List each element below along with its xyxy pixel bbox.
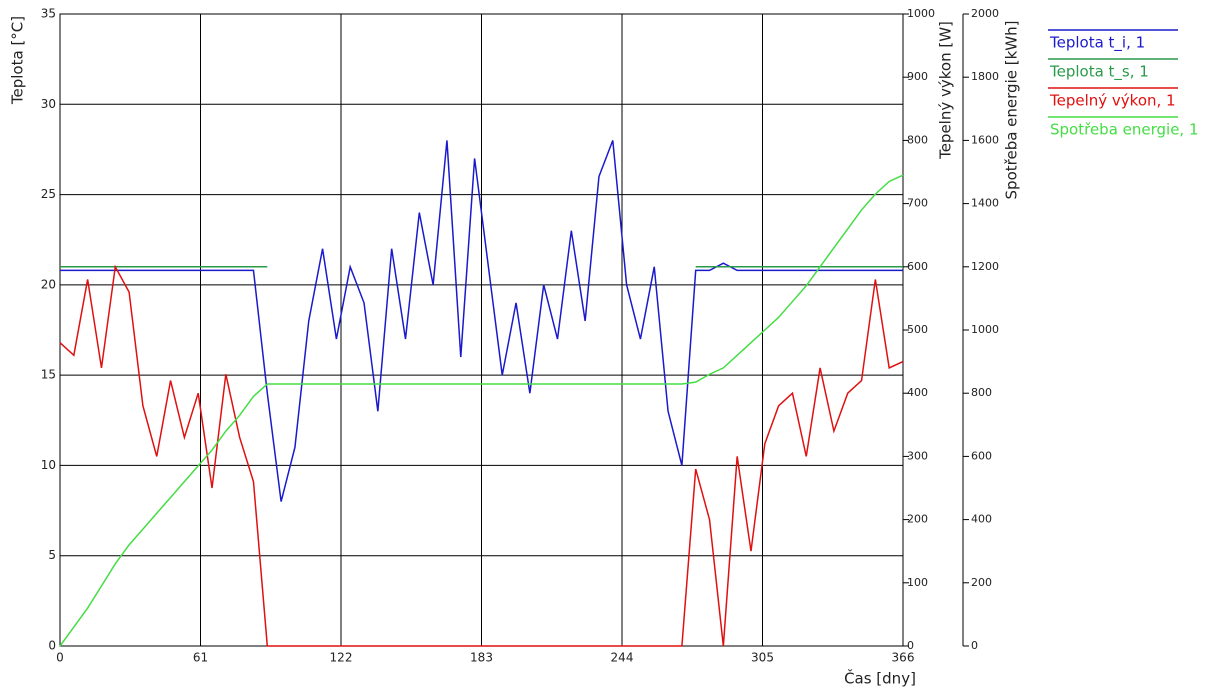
- y3-tick-label: 400: [971, 513, 992, 526]
- y2-tick-label: 0: [907, 639, 914, 652]
- y-tick-label: 5: [48, 548, 56, 562]
- y2-tick-label: 400: [907, 386, 928, 399]
- y3-tick-label: 1600: [971, 133, 999, 146]
- y2-tick-label: 100: [907, 576, 928, 589]
- x-tick-label: 183: [470, 651, 493, 665]
- y-tick-label: 15: [41, 368, 56, 382]
- y-tick-label: 25: [41, 187, 56, 201]
- y-tick-label: 20: [41, 277, 56, 291]
- legend-label: Teplota t_s, 1: [1049, 63, 1149, 82]
- legend-label: Tepelný výkon, 1: [1049, 92, 1176, 110]
- series-line: [60, 140, 903, 502]
- x-axis-title: Čas [dny]: [844, 669, 916, 688]
- x-tick-label: 244: [611, 651, 634, 665]
- y3-tick-label: 2000: [971, 7, 999, 20]
- y-tick-label: 0: [48, 639, 56, 653]
- legend-label: Spotřeba energie, 1: [1050, 121, 1199, 139]
- y3-tick-label: 0: [971, 639, 978, 652]
- y-tick-label: 10: [41, 458, 56, 472]
- y3-tick-label: 1400: [971, 197, 999, 210]
- y2-tick-label: 600: [907, 260, 928, 273]
- y2-tick-label: 200: [907, 513, 928, 526]
- y3-tick-label: 200: [971, 576, 992, 589]
- x-tick-label: 305: [751, 651, 774, 665]
- x-tick-label: 366: [892, 651, 915, 665]
- y-axis-title: Teplota [°C]: [9, 16, 27, 105]
- y2-tick-label: 500: [907, 323, 928, 336]
- y3-tick-label: 1800: [971, 70, 999, 83]
- series-line: [59, 174, 904, 647]
- y2-tick-label: 300: [907, 449, 928, 462]
- y2-tick-label: 1000: [907, 7, 935, 20]
- x-tick-label: 122: [330, 651, 353, 665]
- y3-tick-label: 800: [971, 386, 992, 399]
- y-tick-label: 35: [41, 7, 56, 21]
- y2-tick-label: 800: [907, 133, 928, 146]
- y3-tick-label: 600: [971, 449, 992, 462]
- series-line: [59, 264, 904, 647]
- y3-tick-label: 1200: [971, 260, 999, 273]
- x-tick-label: 61: [193, 651, 208, 665]
- y3-axis-title: Spotřeba energie [kWh]: [1003, 21, 1021, 200]
- legend-label: Teplota t_i, 1: [1049, 34, 1145, 53]
- x-tick-label: 0: [56, 651, 64, 665]
- y-tick-label: 30: [41, 97, 56, 111]
- y2-tick-label: 700: [907, 197, 928, 210]
- y2-tick-label: 900: [907, 70, 928, 83]
- y3-tick-label: 1000: [971, 323, 999, 336]
- y2-axis-title: Tepelný výkon [W]: [937, 21, 955, 160]
